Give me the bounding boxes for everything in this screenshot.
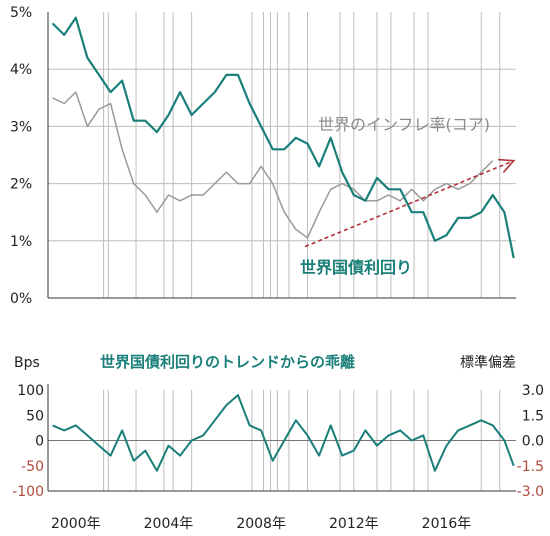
bottom-series xyxy=(52,394,515,472)
bottom-panel: Bps 世界国債利回りのトレンドからの乖離 標準偏差 100 50 0 -50 -100… xyxy=(12,353,544,500)
top-y-tick-label: 3% xyxy=(10,119,32,135)
yield-line xyxy=(51,16,515,259)
x-tick-label: 2008年 xyxy=(236,516,286,532)
top-y-tick-label: 2% xyxy=(10,177,32,193)
right-y-tick-label: -3.0 xyxy=(517,484,544,500)
x-axis: 2000年 2004年 2008年 2012年 2016年 xyxy=(51,516,471,532)
left-y-tick-label: -100 xyxy=(12,484,44,500)
top-gridlines xyxy=(47,12,516,299)
right-y-tick-label: 3.0 xyxy=(522,383,544,399)
top-y-tick-label: 4% xyxy=(10,62,32,78)
deviation-line xyxy=(52,394,515,472)
trend-arrow-line xyxy=(304,159,514,248)
bottom-gridlines xyxy=(47,384,516,492)
deviation-chart-title: 世界国債利回りのトレンドからの乖離 xyxy=(100,353,355,371)
left-axis-unit: Bps xyxy=(14,355,40,371)
x-tick-label: 2000年 xyxy=(51,516,101,532)
left-y-tick-label: 0 xyxy=(35,434,44,450)
x-tick-label: 2004年 xyxy=(144,516,194,532)
top-y-axis: 0% 1% 2% 3% 4% 5% xyxy=(10,5,32,307)
left-y-tick-label: 50 xyxy=(26,408,44,424)
x-tick-label: 2016年 xyxy=(422,516,472,532)
top-y-tick-label: 1% xyxy=(10,234,32,250)
right-y-tick-label: -1.5 xyxy=(517,459,544,475)
yield-series-label: 世界国債利回り xyxy=(300,258,412,277)
inflation-line xyxy=(52,91,494,239)
bottom-y-axis: 100 50 0 -50 -100 3.0 1.5 0.0 -1.5 -3.0 xyxy=(12,383,544,500)
top-y-tick-label: 0% xyxy=(10,291,32,307)
top-y-tick-label: 5% xyxy=(10,5,32,21)
right-y-tick-label: 0.0 xyxy=(522,434,544,450)
top-series xyxy=(51,16,516,259)
left-y-tick-label: -50 xyxy=(21,459,44,475)
inflation-series-label: 世界のインフレ率(コア) xyxy=(318,115,490,134)
x-tick-label: 2012年 xyxy=(329,516,379,532)
trend-arrow-head xyxy=(498,158,516,174)
right-y-tick-label: 1.5 xyxy=(522,408,544,424)
left-y-tick-label: 100 xyxy=(17,383,44,399)
top-panel: 0% 1% 2% 3% 4% 5% 世界のインフレ率(コア) 世界国債利回り xyxy=(10,5,516,307)
right-axis-unit: 標準偏差 xyxy=(460,355,516,371)
